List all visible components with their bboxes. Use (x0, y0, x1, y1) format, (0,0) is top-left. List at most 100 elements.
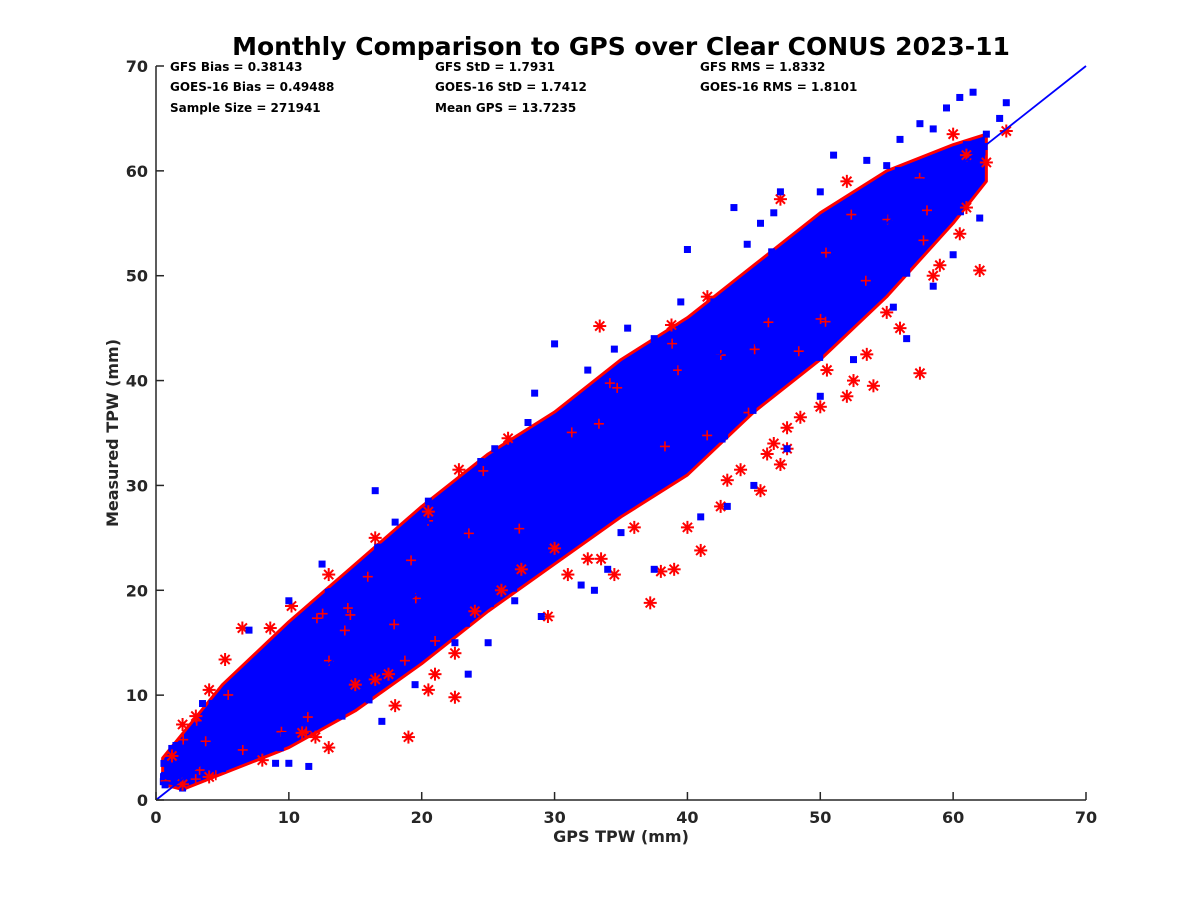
cloud-point (718, 435, 726, 443)
goes-point (451, 639, 459, 647)
goes-point (650, 335, 658, 343)
gfs-point (654, 564, 668, 578)
gfs-point (561, 568, 575, 582)
gfs-point (720, 473, 734, 487)
asterisk-stroke (177, 719, 188, 730)
cloud-point (339, 625, 350, 636)
cloud-point (903, 269, 911, 277)
gfs-point (421, 505, 435, 519)
cloud-point (272, 673, 280, 681)
asterisk-stroke (934, 259, 946, 271)
asterisk-stroke (502, 432, 514, 444)
point-cloud (159, 132, 988, 792)
goes-point (850, 356, 857, 364)
cloud-point (343, 644, 351, 652)
cloud-point (338, 591, 346, 599)
y-tick-label: 50 (126, 267, 148, 286)
cloud-point (512, 562, 520, 570)
cloud-point (331, 705, 339, 713)
gfs-point (382, 667, 395, 681)
cloud-point (368, 561, 376, 569)
y-tick-label: 60 (126, 162, 148, 181)
cloud-point (610, 425, 618, 433)
goes-point (830, 151, 838, 159)
asterisk-stroke (256, 754, 268, 766)
goes-point (976, 214, 984, 222)
gfs-point (176, 718, 190, 732)
asterisk-stroke (848, 375, 859, 386)
cloud-point (575, 410, 583, 418)
cloud-point (213, 721, 221, 729)
y-axis-label: Measured TPW (mm) (103, 339, 122, 527)
cloud-point (211, 760, 219, 768)
goes-point (710, 298, 718, 306)
goes-point (199, 700, 206, 708)
asterisk-stroke (469, 605, 481, 617)
asterisk-stroke (286, 600, 297, 612)
cloud-point (907, 222, 915, 230)
cloud-point (391, 652, 399, 660)
cloud-point (291, 696, 299, 704)
cloud-point (161, 772, 169, 780)
cloud-point (160, 759, 168, 767)
stat-goes-bias: GOES-16 Bias = 0.49488 (170, 80, 334, 94)
cloud-point (886, 190, 894, 198)
cloud-point (574, 456, 582, 464)
cloud-point (161, 781, 169, 789)
gfs-point (999, 124, 1013, 138)
asterisk-stroke (781, 422, 793, 434)
y-tick-label: 20 (126, 581, 148, 600)
asterisk-stroke (881, 307, 893, 318)
gfs-point (322, 568, 336, 582)
cloud-point (754, 339, 762, 347)
cloud-point (362, 571, 373, 582)
goes-point (537, 613, 545, 620)
goes-point (218, 765, 226, 773)
gfs-point (933, 258, 947, 272)
goes-point (969, 88, 977, 96)
cloud-point (634, 454, 642, 462)
asterisk-stroke (323, 569, 335, 580)
goes-point (577, 581, 585, 589)
gfs-point (452, 463, 466, 477)
asterisk-stroke (721, 474, 733, 486)
cloud-point (820, 247, 831, 258)
goes-point (896, 135, 904, 143)
cloud-point (627, 429, 635, 437)
asterisk-stroke (203, 684, 215, 696)
cloud-point (553, 436, 561, 444)
cloud-point (620, 409, 628, 417)
cloud-point (573, 530, 581, 538)
cloud-point (922, 205, 933, 216)
gfs-point (773, 457, 787, 471)
asterisk-stroke (628, 522, 640, 533)
cloud-point (780, 325, 788, 333)
y-axis-ticks: 0 10 20 30 40 50 60 70 (126, 57, 164, 810)
cloud-point (768, 288, 776, 296)
goes-point (391, 518, 399, 526)
cloud-point (468, 505, 476, 513)
cloud-point (488, 594, 496, 602)
asterisk-stroke (423, 684, 434, 696)
gfs-point (793, 410, 807, 424)
goes-point (318, 560, 326, 568)
asterisk-stroke (861, 349, 873, 360)
cloud-point (934, 218, 942, 226)
cloud-point (470, 516, 478, 524)
stat-mean-gps: Mean GPS = 13.7235 (435, 101, 576, 115)
cloud-point (492, 502, 500, 510)
asterisk-stroke (914, 367, 926, 379)
cloud-point (860, 292, 868, 300)
cloud-point (870, 188, 878, 196)
cloud-point (660, 465, 668, 473)
cloud-point (380, 655, 388, 663)
cloud-point (661, 366, 669, 374)
gfs-point (581, 552, 595, 566)
cloud-point (820, 316, 831, 327)
asterisk-stroke (682, 522, 693, 533)
asterisk-stroke (237, 622, 248, 634)
x-tick-label: 20 (411, 808, 433, 827)
cloud-point (200, 736, 211, 747)
goes-point (730, 204, 738, 212)
chart-title: Monthly Comparison to GPS over Clear CON… (232, 32, 1010, 61)
